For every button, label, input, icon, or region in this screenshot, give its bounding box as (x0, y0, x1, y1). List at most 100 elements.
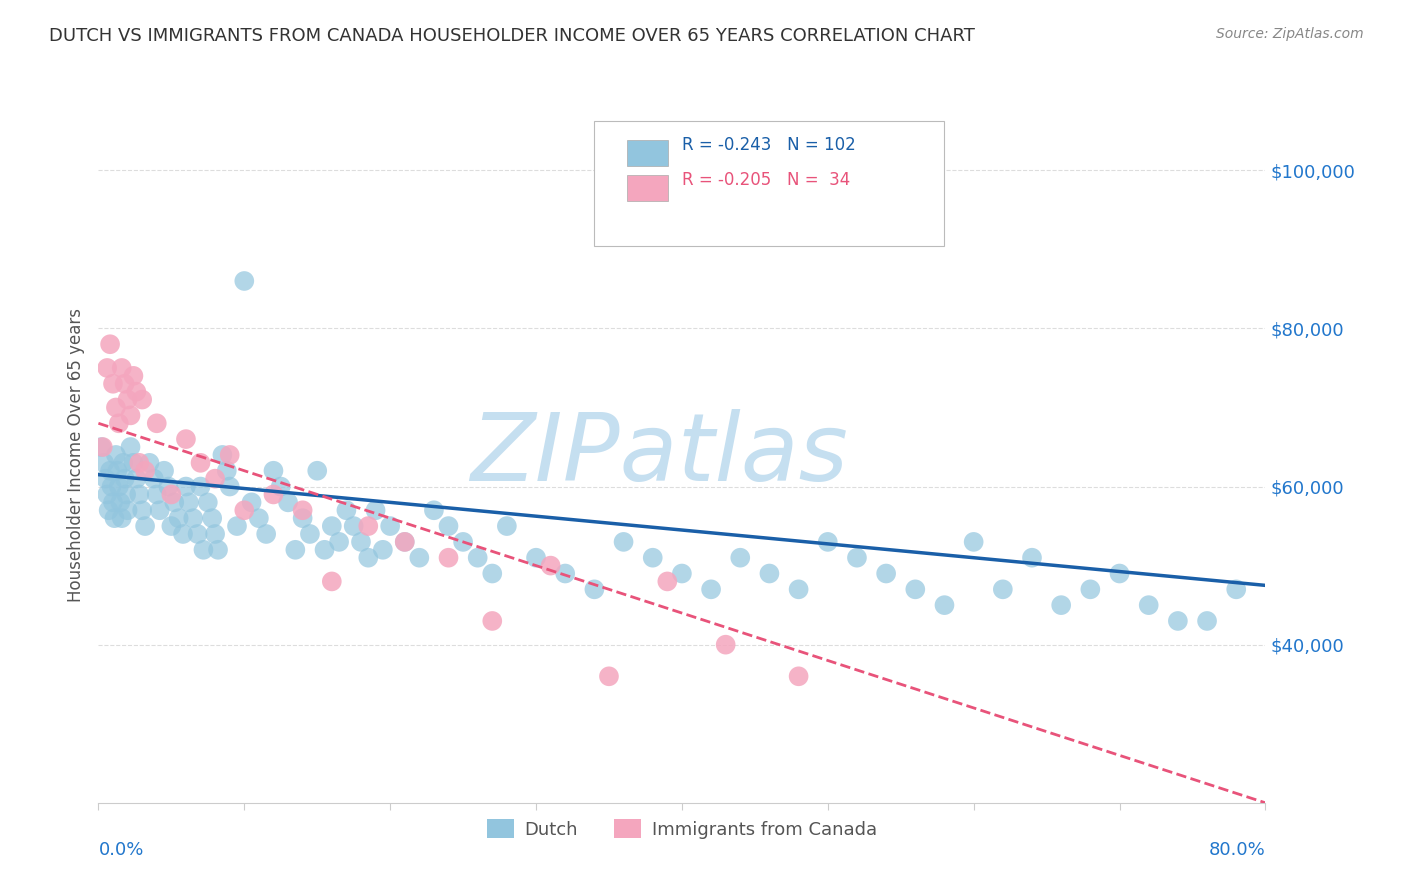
Point (1108, 566, 1130, 581)
Point (218, 479, 240, 493)
Point (115, 487, 138, 501)
Point (1225, 582, 1247, 597)
Point (211, 448, 233, 462)
Point (98, 464, 121, 478)
Point (437, 519, 460, 533)
Point (357, 519, 380, 533)
Point (138, 456, 160, 470)
Point (335, 503, 357, 517)
Point (131, 503, 153, 517)
Point (172, 527, 194, 541)
Point (226, 519, 249, 533)
Point (233, 503, 256, 517)
Point (187, 527, 209, 541)
Point (142, 472, 165, 486)
Point (153, 464, 176, 478)
Point (481, 566, 503, 581)
Point (91, 440, 114, 454)
Point (284, 542, 307, 557)
Point (758, 566, 780, 581)
Point (496, 519, 519, 533)
Point (167, 511, 190, 525)
Point (657, 574, 679, 589)
Point (146, 487, 169, 501)
Point (1021, 550, 1043, 565)
Point (117, 503, 139, 517)
Point (291, 511, 314, 525)
Point (612, 535, 634, 549)
Point (991, 582, 1014, 597)
Point (423, 503, 446, 517)
Point (364, 503, 387, 517)
Point (904, 582, 927, 597)
Point (314, 542, 336, 557)
Point (350, 535, 373, 549)
Point (343, 519, 366, 533)
Point (451, 535, 474, 549)
Text: ZIPatlas: ZIPatlas (470, 409, 848, 500)
Point (262, 487, 284, 501)
Point (233, 274, 256, 288)
Point (104, 448, 127, 462)
Point (134, 519, 156, 533)
Point (146, 417, 169, 431)
Point (437, 550, 460, 565)
Point (357, 550, 380, 565)
Text: R = -0.205   N =  34: R = -0.205 N = 34 (682, 171, 851, 189)
Point (197, 495, 219, 509)
Point (467, 550, 489, 565)
Point (307, 464, 329, 478)
Point (97, 503, 120, 517)
Point (641, 550, 664, 565)
Point (394, 535, 416, 549)
Point (122, 456, 145, 470)
Point (787, 582, 810, 597)
Point (190, 479, 212, 493)
Point (174, 479, 197, 493)
Point (104, 401, 127, 415)
Point (298, 527, 321, 541)
Point (120, 409, 142, 423)
Legend: Dutch, Immigrants from Canada: Dutch, Immigrants from Canada (479, 812, 884, 846)
Point (218, 448, 240, 462)
Point (96, 487, 118, 501)
Point (875, 566, 897, 581)
Point (328, 535, 350, 549)
Point (103, 511, 125, 525)
Point (254, 527, 277, 541)
Point (163, 495, 186, 509)
Point (105, 464, 128, 478)
Point (98, 337, 121, 351)
Point (174, 432, 197, 446)
Point (583, 582, 606, 597)
Point (134, 464, 156, 478)
Point (1167, 614, 1189, 628)
Point (277, 495, 299, 509)
Point (125, 472, 148, 486)
Point (730, 550, 752, 565)
Point (181, 511, 204, 525)
Point (204, 472, 226, 486)
Text: 80.0%: 80.0% (1209, 841, 1265, 859)
Point (787, 669, 810, 683)
Point (240, 495, 263, 509)
Point (160, 487, 183, 501)
Point (193, 542, 215, 557)
Point (120, 440, 142, 454)
Point (117, 392, 139, 407)
Point (93, 456, 115, 470)
Text: 0.0%: 0.0% (98, 841, 143, 859)
Point (540, 558, 562, 573)
Bar (627, 140, 668, 166)
Point (177, 495, 200, 509)
Point (157, 479, 180, 493)
Point (247, 511, 270, 525)
Bar (627, 175, 668, 201)
Point (481, 614, 503, 628)
Point (101, 376, 124, 391)
Point (817, 535, 839, 549)
Point (112, 456, 135, 470)
Point (321, 519, 343, 533)
Point (108, 417, 131, 431)
Point (204, 527, 226, 541)
